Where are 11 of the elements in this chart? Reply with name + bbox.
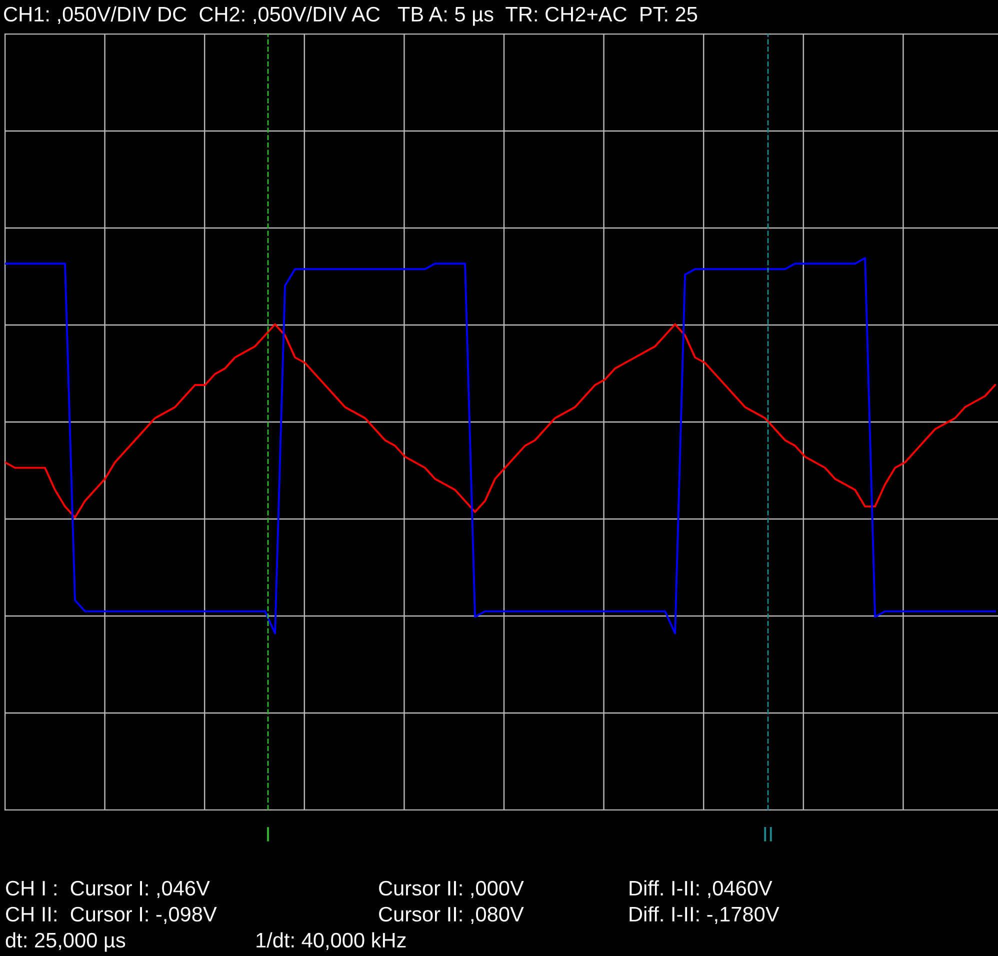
text: CH II: Cursor I: -,098V (6, 906, 217, 924)
text: 1/dt: 40,000 kHz (256, 932, 406, 950)
text: Cursor II: ,000V (379, 880, 524, 898)
text: I (267, 827, 269, 842)
text: dt: 25,000 µs (6, 932, 126, 952)
text: CH I : Cursor I: ,046V (6, 880, 210, 898)
chart-title: CH1: ,050V/DIV DC CH2: ,050V/DIV AC TB A: 5 µs TR: CH2+AC PT: 25 (4, 6, 698, 26)
text: Diff. I-II: ,0460V (630, 880, 772, 898)
text: II (764, 827, 772, 842)
text: Cursor II: ,080V (379, 906, 524, 924)
text: Diff. I-II: -,1780V (630, 906, 780, 924)
